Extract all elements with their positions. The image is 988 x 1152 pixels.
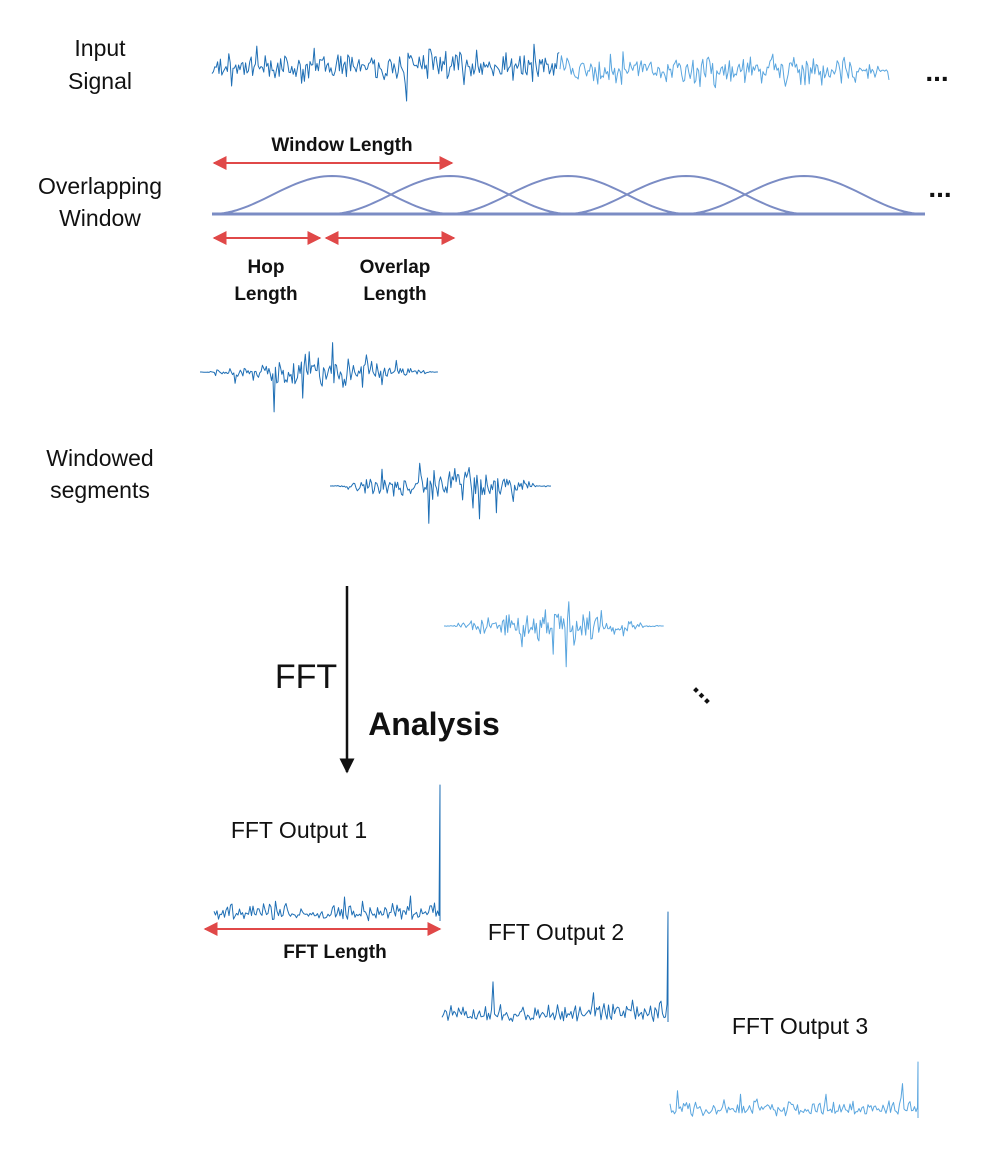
analysis-label: Analysis [368,706,500,742]
hop-length-label-line2: Length [234,284,297,305]
window-curve-2 [329,175,571,215]
windowed-segment-3 [444,601,664,668]
fft-label: FFT [275,658,337,696]
overlapping-window-label-line2: Window [59,205,141,231]
fft-outputs [213,784,919,1118]
input-ellipsis: ... [925,56,948,87]
fft-output-1-spectrum [213,784,441,922]
fft-output-2-label: FFT Output 2 [488,919,624,945]
window-curve-3 [447,175,689,215]
overlapping-window-label: Overlapping [38,173,162,199]
input-signal-trace-light [559,51,890,89]
hop-length-label: Hop [248,257,285,278]
windowed-segment-1 [200,342,438,413]
fft-output-2-spectrum [441,911,669,1022]
overlap-length-label-line2: Length [363,284,426,305]
fft-length-label: FFT Length [283,942,386,963]
window-curve-4 [565,175,807,215]
overlap-length-label: Overlap [360,257,431,278]
input-signal-trace-dark [211,43,560,102]
windowed-segments-label: Windowed [46,445,153,471]
window-curve-1 [211,175,453,215]
windowed-segment-2 [330,462,552,524]
fft-output-1-label: FFT Output 1 [231,817,367,843]
fft-output-3-spectrum [669,1061,919,1118]
windowed-segments [200,342,664,668]
fft-output-3-label: FFT Output 3 [732,1013,868,1039]
input-signal-waveform [211,43,890,102]
window-curve-5 [683,175,925,215]
overlapping-window [211,175,925,216]
window-ellipsis: ... [928,172,951,203]
windowed-segments-label-line2: segments [50,477,150,503]
window-length-label: Window Length [271,135,412,156]
input-signal-label: Input [74,35,126,61]
input-signal-label-line2: Signal [68,68,132,94]
segments-ellipsis: ... [688,671,726,709]
